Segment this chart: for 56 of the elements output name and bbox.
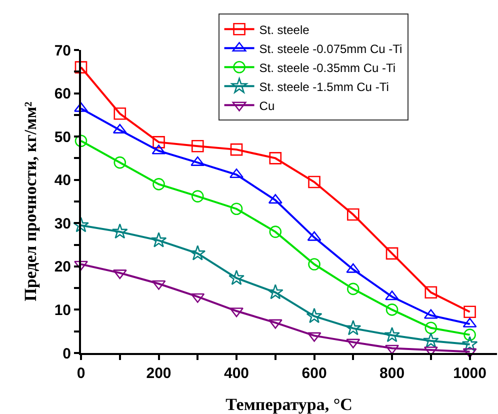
point — [191, 140, 204, 152]
point — [424, 286, 438, 299]
legend-label: St. steele -1.5mm Cu -Ti — [259, 80, 389, 94]
point — [150, 232, 167, 248]
point — [386, 304, 398, 316]
y-tick-label: 60 — [54, 86, 71, 103]
point — [114, 156, 126, 169]
x-tick-label: 600 — [302, 365, 327, 382]
x-tick-label: 0 — [76, 365, 86, 382]
point — [424, 322, 438, 334]
point — [74, 134, 88, 148]
y-tick-label: 0 — [62, 345, 71, 362]
point — [347, 208, 360, 221]
point — [308, 176, 320, 188]
x-tick-label: 400 — [224, 365, 250, 382]
point — [191, 190, 204, 202]
point — [269, 226, 282, 238]
legend-label: St. steele — [259, 22, 310, 37]
point — [152, 178, 165, 190]
point — [112, 223, 128, 239]
legend-label: Cu — [259, 98, 275, 113]
x-axis-title: Температура, °C — [226, 395, 352, 414]
point — [345, 320, 362, 336]
y-tick-label: 40 — [54, 172, 71, 190]
point — [230, 143, 243, 156]
point — [74, 260, 88, 270]
point — [308, 258, 320, 270]
point — [73, 216, 89, 232]
point — [464, 328, 476, 341]
point — [464, 306, 476, 318]
point — [269, 152, 282, 164]
point — [347, 282, 360, 296]
point — [74, 61, 88, 74]
x-tick-label: 1000 — [453, 365, 486, 382]
legend-label: St. steele -0.075mm Cu -Ti — [259, 42, 402, 56]
y-axis-title: Предел прочности, кг/мм² — [21, 102, 40, 302]
y-tick-label: 10 — [54, 302, 71, 319]
y-tick-label: 70 — [54, 42, 71, 60]
point — [152, 136, 165, 148]
point — [230, 202, 243, 216]
y-tick-label: 30 — [54, 215, 71, 232]
point — [114, 107, 126, 120]
point — [386, 247, 398, 260]
point — [190, 245, 206, 260]
y-tick-label: 50 — [54, 128, 71, 146]
point — [422, 332, 439, 348]
point — [384, 326, 400, 342]
legend-label: St. steele -0.35mm Cu -Ti — [259, 60, 396, 75]
x-tick-label: 200 — [146, 365, 172, 382]
x-tick-label: 800 — [380, 365, 405, 382]
point — [267, 284, 284, 300]
y-tick-label: 20 — [54, 258, 71, 276]
point — [462, 336, 478, 352]
point — [74, 102, 88, 112]
point — [228, 270, 244, 285]
point — [306, 308, 322, 324]
